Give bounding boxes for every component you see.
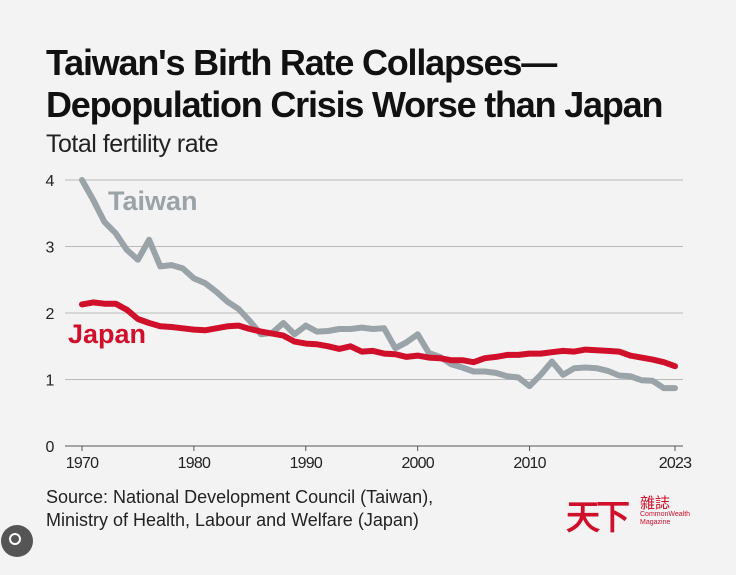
y-tick-label: 0	[46, 439, 55, 456]
x-tick-label: 1970	[66, 455, 99, 472]
source-line: Ministry of Health, Labour and Welfare (…	[46, 510, 419, 530]
lens-icon-glyph	[9, 533, 21, 545]
x-tick-label: 2010	[513, 455, 546, 472]
logo-english: CommonWealth Magazine	[640, 511, 691, 526]
lens-icon[interactable]	[1, 525, 33, 557]
source: Source: National Development Council (Ta…	[46, 486, 433, 532]
series-line	[79, 177, 678, 392]
y-tick-label: 4	[46, 173, 55, 190]
x-tick-label: 2023	[659, 455, 692, 472]
logo-magazine: 雜誌	[640, 494, 671, 512]
x-tick-label: 1980	[178, 455, 211, 472]
y-tick-label: 1	[46, 373, 55, 390]
logo: 天下	[566, 498, 630, 538]
x-tick-label: 2000	[401, 455, 434, 472]
y-tick-label: 2	[46, 306, 55, 323]
y-tick-label: 3	[46, 240, 55, 257]
x-tick-label: 1990	[290, 455, 323, 472]
series-line	[79, 299, 678, 370]
series-label: Taiwan	[108, 186, 198, 216]
series-label: Japan	[68, 319, 146, 349]
chart-subtitle: Total fertility rate	[46, 130, 219, 158]
chart-title: Taiwan's Birth Rate Collapses—Depopulati…	[46, 42, 663, 125]
source-line: Source: National Development Council (Ta…	[46, 487, 434, 507]
